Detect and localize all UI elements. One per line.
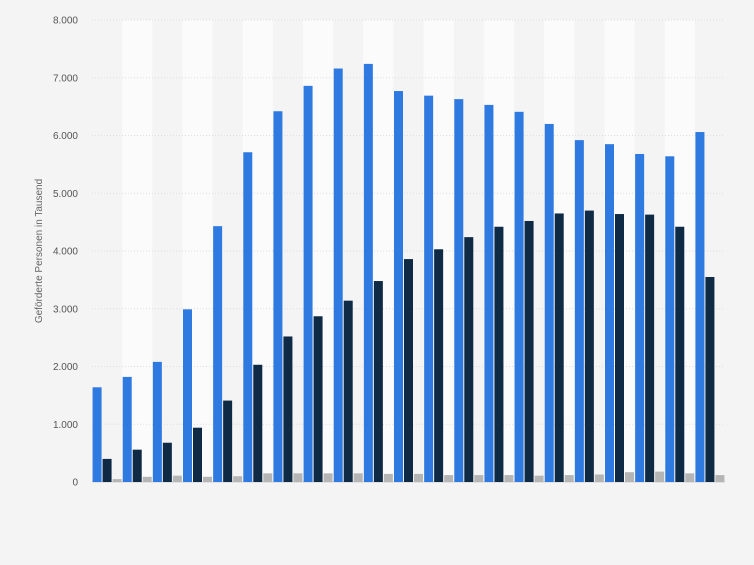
bar — [102, 458, 112, 482]
y-tick-label: 1.000 — [53, 420, 78, 431]
bar — [193, 427, 202, 482]
bar — [514, 111, 524, 482]
bar — [343, 300, 353, 482]
bar — [363, 63, 373, 482]
y-tick-label: 3.000 — [53, 304, 78, 315]
y-tick-label: 4.000 — [53, 247, 78, 258]
y-axis-label: Geförderte Personen in Tausend — [34, 179, 45, 323]
bar — [353, 473, 363, 482]
bar — [444, 475, 454, 482]
bar — [594, 474, 604, 482]
bar — [122, 376, 132, 482]
y-tick-label: 0 — [72, 478, 78, 489]
bar — [373, 281, 383, 482]
bar — [172, 475, 182, 482]
bar — [223, 400, 233, 482]
bar — [394, 91, 403, 482]
bar — [333, 68, 343, 482]
bar — [253, 364, 263, 482]
y-axis-ticks: 0 1.000 2.000 3.000 4.000 5.000 6.000 7.000 8.00… — [53, 16, 78, 489]
bar — [484, 104, 494, 482]
bar — [474, 475, 484, 482]
bar — [584, 210, 594, 482]
bar — [233, 476, 243, 482]
y-tick-label: 5.000 — [53, 189, 78, 200]
bar — [665, 156, 675, 483]
bar — [625, 472, 634, 482]
bar — [635, 153, 645, 483]
bar — [112, 479, 122, 482]
bar — [705, 276, 715, 482]
bar — [414, 473, 423, 482]
bar — [605, 144, 614, 482]
bar — [494, 226, 504, 482]
bar — [564, 475, 574, 482]
bar — [695, 132, 705, 482]
bar — [313, 316, 323, 482]
bar — [152, 361, 162, 482]
bar — [675, 226, 685, 482]
bar — [293, 473, 303, 482]
bar — [424, 95, 434, 482]
bars — [92, 63, 725, 483]
bar — [534, 475, 544, 482]
bar — [434, 249, 444, 482]
bar — [685, 473, 695, 482]
bar — [243, 152, 253, 482]
bar — [323, 473, 333, 482]
bar — [273, 111, 283, 483]
bar — [655, 471, 665, 482]
bar — [142, 476, 152, 482]
bar — [162, 442, 172, 482]
bar — [213, 226, 223, 482]
bar — [183, 309, 192, 482]
y-tick-label: 6.000 — [53, 131, 78, 142]
y-tick-label: 2.000 — [53, 362, 78, 373]
bar — [132, 449, 142, 482]
bar — [263, 473, 273, 482]
bar — [524, 220, 534, 482]
bar — [383, 473, 393, 482]
bar — [715, 475, 725, 482]
bar — [303, 85, 313, 483]
bar — [645, 214, 655, 482]
bar — [554, 213, 564, 482]
bar — [615, 214, 624, 483]
bar — [454, 99, 464, 483]
bar — [544, 123, 554, 482]
y-tick-label: 7.000 — [53, 73, 78, 84]
bar — [92, 387, 102, 482]
y-tick-label: 8.000 — [53, 16, 78, 27]
bar — [464, 237, 474, 482]
bar — [283, 336, 293, 482]
bar — [504, 475, 514, 482]
bar — [203, 476, 212, 482]
bar — [404, 259, 413, 482]
bar — [574, 140, 584, 482]
